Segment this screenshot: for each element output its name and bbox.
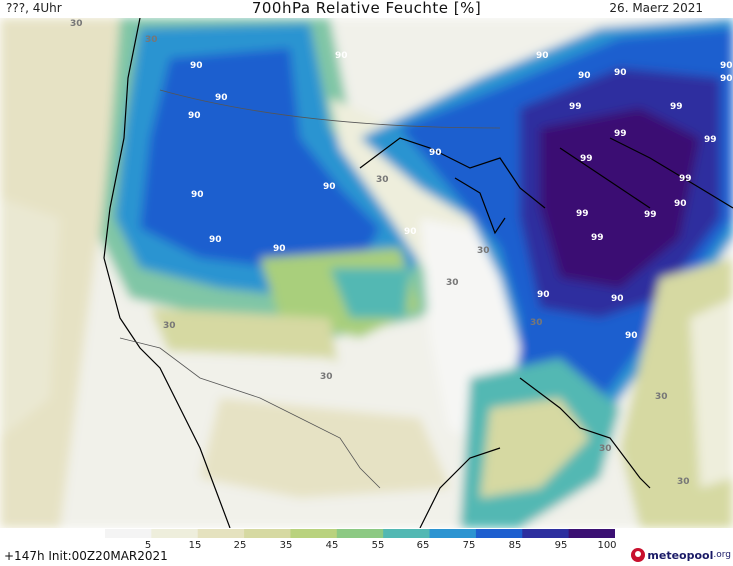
- svg-text:99: 99: [614, 129, 627, 139]
- svg-text:30: 30: [320, 372, 333, 382]
- svg-text:90: 90: [335, 51, 348, 61]
- svg-text:90: 90: [404, 227, 417, 237]
- svg-text:90: 90: [273, 244, 286, 254]
- colorbar-tick: 25: [233, 540, 247, 551]
- colorbar-tick: 15: [188, 540, 202, 551]
- colorbar-cell: [429, 529, 477, 538]
- svg-text:30: 30: [446, 278, 459, 288]
- svg-text:90: 90: [188, 111, 201, 121]
- svg-text:90: 90: [611, 294, 624, 304]
- meteopool-logo: meteopool .org: [631, 546, 731, 564]
- brand-name: meteopool: [647, 548, 714, 562]
- svg-text:90: 90: [674, 199, 687, 209]
- meteopool-icon: [631, 548, 646, 562]
- brand-tld: .org: [713, 550, 731, 560]
- svg-text:99: 99: [569, 102, 582, 112]
- colorbar-strip: [105, 529, 615, 538]
- svg-text:30: 30: [163, 321, 176, 331]
- svg-text:30: 30: [70, 19, 83, 29]
- colorbar-tick: 85: [508, 540, 522, 551]
- colorbar-tick: 45: [325, 540, 339, 551]
- header-bar: ???, 4Uhr 700hPa Relative Feuchte [%] 26…: [0, 0, 733, 18]
- svg-text:30: 30: [376, 175, 389, 185]
- colorbar-cell: [522, 529, 570, 538]
- svg-text:90: 90: [625, 331, 638, 341]
- colorbar-cell: [336, 529, 384, 538]
- colorbar-cell: [244, 529, 291, 538]
- colorbar-cell: [568, 529, 615, 538]
- svg-text:90: 90: [720, 74, 733, 84]
- svg-text:99: 99: [704, 135, 717, 145]
- coastlines-and-borders: [103, 18, 733, 528]
- contour-labels: 30 30 90 90 90 90 90 90 90 90 30 90 90 3…: [70, 19, 733, 487]
- valid-day-time: ???, 4Uhr: [6, 1, 62, 15]
- colorbar-tick: 65: [416, 540, 430, 551]
- svg-text:99: 99: [644, 210, 657, 220]
- svg-text:90: 90: [191, 190, 204, 200]
- svg-text:90: 90: [215, 93, 228, 103]
- svg-text:90: 90: [190, 61, 203, 71]
- colorbar-ticks: 5 15 25 35 45 55 65 75 85 95 100: [0, 540, 733, 554]
- colorbar-tick: 5: [144, 540, 152, 551]
- humidity-map: 30 30 90 90 90 90 90 90 90 90 30 90 90 3…: [0, 18, 733, 528]
- svg-text:30: 30: [477, 246, 490, 256]
- svg-text:90: 90: [429, 148, 442, 158]
- svg-text:30: 30: [530, 318, 543, 328]
- svg-text:90: 90: [323, 182, 336, 192]
- map-title: 700hPa Relative Feuchte [%]: [251, 0, 482, 17]
- colorbar-cell: [290, 529, 338, 538]
- colorbar-tick: 95: [554, 540, 568, 551]
- svg-text:90: 90: [720, 61, 733, 71]
- svg-text:99: 99: [679, 174, 692, 184]
- humidity-field: [0, 18, 733, 528]
- svg-text:30: 30: [655, 392, 668, 402]
- colorbar-cell: [475, 529, 523, 538]
- svg-text:90: 90: [209, 235, 222, 245]
- svg-text:90: 90: [536, 51, 549, 61]
- svg-text:90: 90: [578, 71, 591, 81]
- colorbar-cell: [197, 529, 245, 538]
- svg-text:99: 99: [670, 102, 683, 112]
- colorbar-tick: 75: [462, 540, 476, 551]
- colorbar-tick: 35: [279, 540, 293, 551]
- political-borders: [119, 89, 501, 489]
- svg-text:30: 30: [145, 35, 158, 45]
- svg-text:99: 99: [580, 154, 593, 164]
- colorbar-tick: 100: [597, 540, 617, 551]
- colorbar-cell: [105, 529, 152, 538]
- colorbar-tick: 55: [371, 540, 385, 551]
- svg-text:99: 99: [591, 233, 604, 243]
- svg-text:99: 99: [576, 209, 589, 219]
- svg-text:90: 90: [614, 68, 627, 78]
- model-run-info: +147h Init:00Z20MAR2021: [4, 549, 168, 563]
- colorbar-cell: [383, 529, 431, 538]
- svg-text:90: 90: [537, 290, 550, 300]
- svg-text:30: 30: [677, 477, 690, 487]
- svg-text:30: 30: [599, 444, 612, 454]
- valid-date: 26. Maerz 2021: [609, 1, 703, 15]
- colorbar-cell: [151, 529, 199, 538]
